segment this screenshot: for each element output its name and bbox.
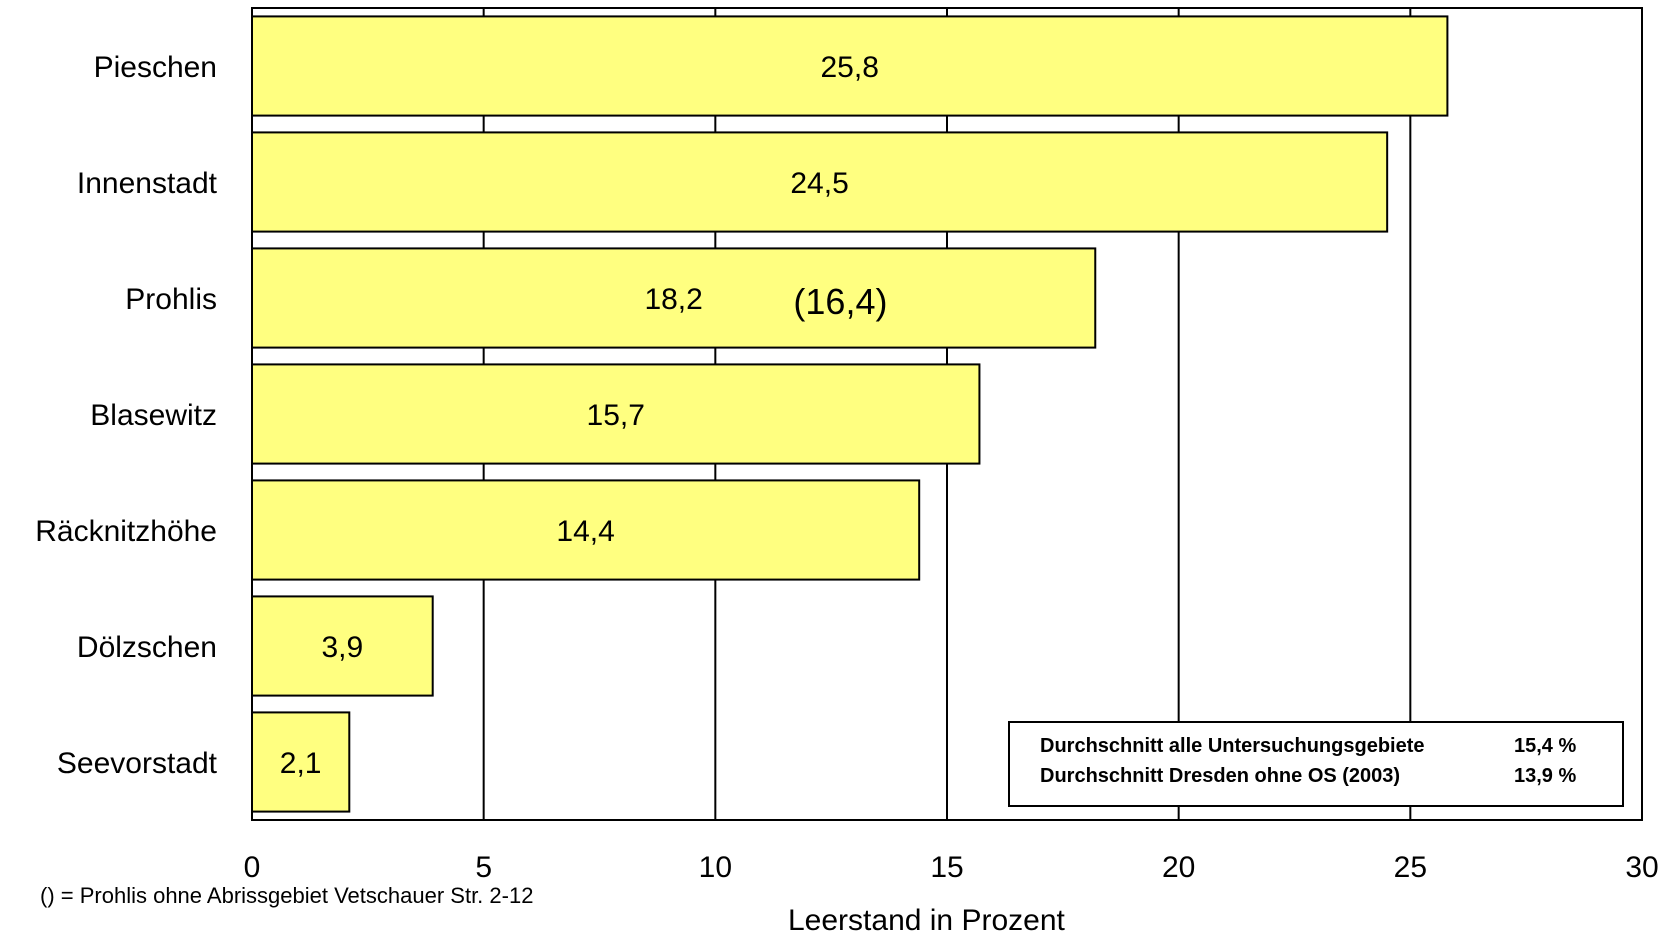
category-labels: Pieschen Innenstadt Prohlis Blasewitz Räckni… (35, 51, 217, 780)
bar-value-label: 2,1 (280, 747, 322, 780)
footnote: () = Prohlis ohne Abrissgebiet Vetschaue… (40, 883, 534, 908)
plot-frame (251, 7, 1643, 821)
bar-value-label: 18,2 (644, 283, 702, 316)
bar-value-label: 24,5 (790, 167, 848, 200)
x-tick-label: 15 (930, 851, 963, 884)
x-tick-label: 0 (244, 851, 261, 884)
legend-label: Durchschnitt Dresden ohne OS (2003) (1040, 765, 1401, 787)
legend-row-all-areas: Durchschnitt alle Untersuchungsgebiete 15… (1040, 735, 1576, 758)
category-label: Blasewitz (90, 399, 217, 432)
average-legend-box: Durchschnitt alle Untersuchungsgebiete 15… (1008, 721, 1624, 807)
bar (251, 247, 1097, 349)
bar (251, 711, 351, 813)
legend-value: 13,9 % (1514, 765, 1577, 787)
x-tick-label: 5 (475, 851, 492, 884)
bar-value-labels: 25,8 24,5 18,2 (16,4) 15,7 14,4 3,9 2,1 (280, 51, 888, 780)
bar-value-label: 14,4 (556, 515, 614, 548)
category-label: Prohlis (125, 283, 217, 316)
category-label: Räcknitzhöhe (35, 515, 217, 548)
category-label: Dölzschen (77, 631, 217, 664)
bar (251, 15, 1449, 117)
x-tick-label: 20 (1162, 851, 1195, 884)
bar (251, 363, 981, 465)
bar-value-label: 15,7 (587, 399, 645, 432)
bar (251, 595, 434, 697)
x-tick-labels: 0 5 10 15 20 25 30 (244, 851, 1659, 884)
category-label: Seevorstadt (57, 747, 218, 780)
category-label: Pieschen (94, 51, 217, 84)
x-tick-label: 10 (699, 851, 732, 884)
x-axis-title: Leerstand in Prozent (788, 904, 1065, 937)
legend-label: Durchschnitt alle Untersuchungsgebiete (1040, 735, 1425, 757)
legend-row-dresden: Durchschnitt Dresden ohne OS (2003) 13,9 … (1040, 765, 1576, 788)
bar-value-label: 25,8 (821, 51, 879, 84)
x-tick-label: 25 (1394, 851, 1427, 884)
x-tick-label: 30 (1625, 851, 1658, 884)
annotation-label: (16,4) (793, 281, 887, 322)
bar-value-label: 3,9 (321, 631, 363, 664)
category-label: Innenstadt (77, 167, 218, 200)
bars (251, 15, 1449, 813)
bar (251, 479, 921, 581)
legend-value: 15,4 % (1514, 735, 1577, 757)
